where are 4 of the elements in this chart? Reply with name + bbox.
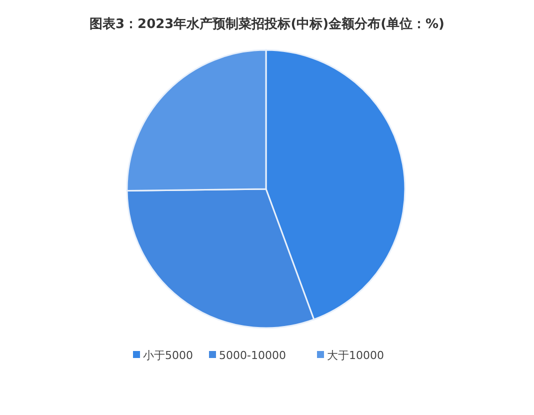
legend-label: 小于5000 <box>143 349 193 362</box>
chart-title: 图表3：2023年水产预制菜招投标(中标)金额分布(单位：%) <box>89 16 445 32</box>
legend-label: 大于10000 <box>327 349 384 362</box>
legend-label: 5000-10000 <box>219 349 286 362</box>
